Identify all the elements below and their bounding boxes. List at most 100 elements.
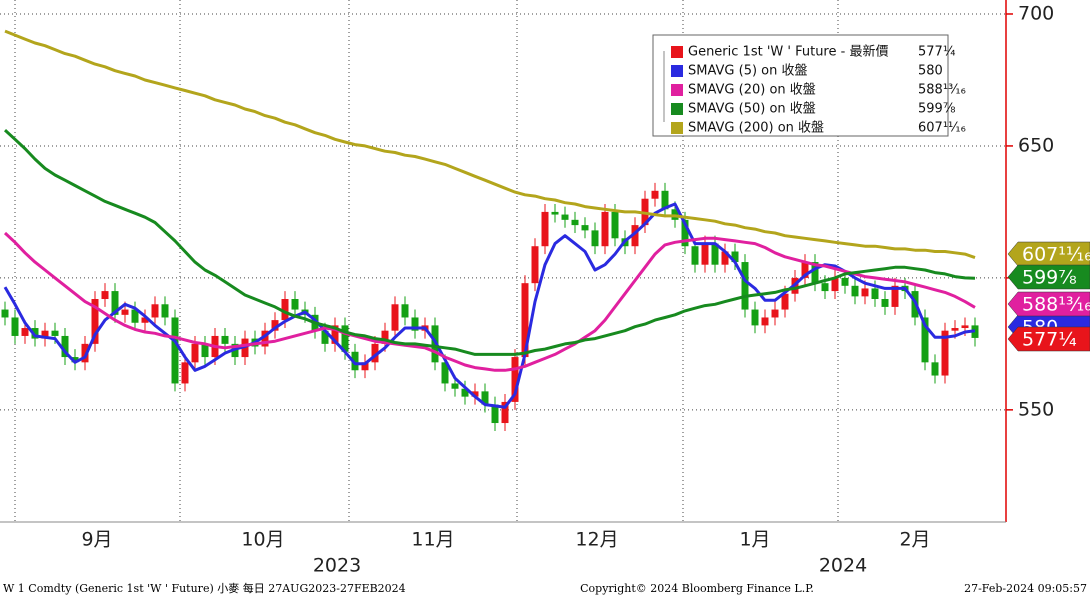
footer-left: W 1 Comdty (Generic 1st 'W ' Future) 小麥 … bbox=[3, 581, 406, 595]
candle-body bbox=[691, 246, 699, 265]
x-tick-label: 9月 bbox=[81, 529, 112, 551]
x-tick-label: 12月 bbox=[575, 529, 618, 551]
x-tick-label: 1月 bbox=[739, 529, 770, 551]
candle-body bbox=[331, 325, 339, 344]
candle-body bbox=[591, 230, 599, 247]
candle-body bbox=[191, 343, 199, 363]
candle-body bbox=[401, 304, 409, 318]
candle-body bbox=[731, 251, 739, 263]
ma-line bbox=[3, 202, 976, 409]
candle-body bbox=[771, 309, 779, 318]
price-tag bbox=[1007, 291, 1090, 317]
candle-body bbox=[841, 277, 849, 286]
price-tag bbox=[1007, 241, 1090, 267]
legend-swatch bbox=[671, 84, 683, 96]
candle-body bbox=[261, 330, 269, 347]
candle-body bbox=[681, 219, 689, 247]
footer-right: 27-Feb-2024 09:05:57 bbox=[964, 582, 1087, 595]
candle-body bbox=[441, 362, 449, 384]
candle-body bbox=[91, 299, 99, 344]
price-tag-label: 577¼ bbox=[1022, 329, 1077, 351]
candle-body bbox=[741, 262, 749, 310]
candle-body bbox=[821, 283, 829, 292]
candle-body bbox=[961, 325, 969, 329]
y-tick-label: 700 bbox=[1018, 2, 1054, 24]
ma-line bbox=[3, 128, 976, 356]
legend-label: SMAVG (200) on 收盤 bbox=[688, 121, 824, 136]
candle-body bbox=[701, 243, 709, 265]
price-tag bbox=[1007, 264, 1090, 290]
candle-body bbox=[581, 225, 589, 231]
x-tick-label: 10月 bbox=[241, 529, 284, 551]
candle-body bbox=[481, 391, 489, 405]
x-tick-label: 11月 bbox=[411, 529, 454, 551]
legend-box bbox=[652, 34, 949, 137]
candle-body bbox=[921, 317, 929, 363]
legend-swatch bbox=[671, 46, 683, 58]
candle-body bbox=[801, 262, 809, 278]
candle-body bbox=[381, 330, 389, 344]
legend-label: SMAVG (50) on 收盤 bbox=[688, 102, 816, 117]
candle-body bbox=[171, 317, 179, 384]
price-tag bbox=[1007, 326, 1090, 352]
candle-body bbox=[751, 309, 759, 326]
price-tag-label: 607¹¹⁄₁₆ bbox=[1022, 244, 1090, 266]
legend-label: SMAVG (5) on 收盤 bbox=[688, 64, 808, 79]
legend-swatch bbox=[671, 65, 683, 77]
candle-body bbox=[131, 309, 139, 323]
candle-body bbox=[451, 383, 459, 389]
candle-body bbox=[631, 225, 639, 247]
candle-body bbox=[551, 211, 559, 215]
candle-body bbox=[141, 317, 149, 323]
candle-body bbox=[711, 243, 719, 265]
candle-body bbox=[511, 357, 519, 402]
grid bbox=[0, 0, 1005, 522]
candle-body bbox=[501, 401, 509, 424]
candle-body bbox=[601, 211, 609, 247]
legend: Generic 1st 'W ' Future - 最新價 577¼ SMAVG (… bbox=[652, 34, 966, 137]
legend-label: Generic 1st 'W ' Future - 最新價 bbox=[688, 44, 888, 60]
candle-body bbox=[651, 190, 659, 199]
axis: 5506006507009月10月11月12月1月2月20232024 bbox=[0, 2, 1054, 577]
candle-body bbox=[391, 304, 399, 331]
candle-body bbox=[371, 343, 379, 363]
candle-body bbox=[941, 330, 949, 376]
candle-body bbox=[881, 299, 889, 307]
candle-body bbox=[491, 404, 499, 424]
candle-body bbox=[361, 362, 369, 371]
candle-body bbox=[121, 309, 129, 315]
candle-body bbox=[71, 357, 79, 363]
year-label: 2024 bbox=[819, 555, 867, 577]
price-tag-label: 588¹³⁄₁₆ bbox=[1022, 294, 1090, 316]
price-tag-label: 599⅞ bbox=[1022, 267, 1077, 289]
candle-body bbox=[951, 328, 959, 331]
candle-body bbox=[51, 330, 59, 336]
x-tick-label: 2月 bbox=[899, 529, 930, 551]
plot bbox=[1, 29, 979, 431]
candle-body bbox=[181, 362, 189, 384]
candle-body bbox=[661, 190, 669, 210]
legend-value: 577¼ bbox=[918, 45, 956, 60]
candle-body bbox=[321, 330, 329, 344]
y-tick-label: 650 bbox=[1018, 134, 1054, 156]
legend-value: 588¹³⁄₁₆ bbox=[918, 83, 966, 98]
candle-body bbox=[761, 317, 769, 326]
legend-value: 607¹¹⁄₁₆ bbox=[918, 121, 966, 136]
candle-body bbox=[201, 343, 209, 358]
candle-body bbox=[521, 283, 529, 358]
candle-body bbox=[101, 291, 109, 300]
candle-body bbox=[721, 251, 729, 265]
candle-body bbox=[471, 391, 479, 397]
candle-body bbox=[831, 277, 839, 292]
candle-body bbox=[111, 291, 119, 315]
legend-swatch bbox=[671, 122, 683, 134]
footer-center: Copyright© 2024 Bloomberg Finance L.P. bbox=[580, 582, 814, 595]
candle-body bbox=[61, 335, 69, 358]
candle-body bbox=[861, 288, 869, 297]
candle-body bbox=[891, 285, 899, 307]
candle-body bbox=[21, 328, 29, 336]
legend-value: 599⅞ bbox=[918, 102, 956, 117]
candle-body bbox=[161, 304, 169, 318]
